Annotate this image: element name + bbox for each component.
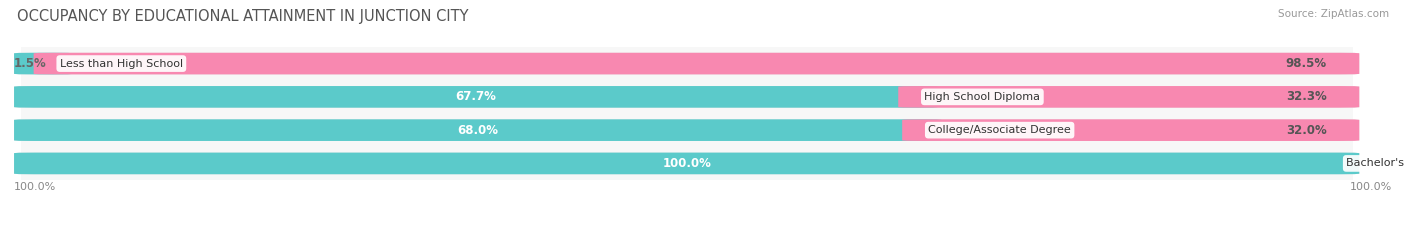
Text: 1.5%: 1.5% [14, 57, 46, 70]
Text: 100.0%: 100.0% [662, 157, 711, 170]
FancyBboxPatch shape [34, 53, 1360, 74]
Text: College/Associate Degree: College/Associate Degree [928, 125, 1071, 135]
Text: 32.0%: 32.0% [1286, 124, 1327, 137]
Text: 100.0%: 100.0% [14, 182, 56, 192]
Text: OCCUPANCY BY EDUCATIONAL ATTAINMENT IN JUNCTION CITY: OCCUPANCY BY EDUCATIONAL ATTAINMENT IN J… [17, 9, 468, 24]
FancyBboxPatch shape [14, 119, 942, 141]
FancyBboxPatch shape [898, 86, 1360, 108]
FancyBboxPatch shape [21, 113, 1353, 147]
FancyBboxPatch shape [14, 86, 1360, 108]
FancyBboxPatch shape [14, 153, 1360, 174]
FancyBboxPatch shape [14, 53, 1360, 74]
Text: Bachelor's Degree or higher: Bachelor's Degree or higher [1346, 158, 1406, 168]
Text: 100.0%: 100.0% [1350, 182, 1392, 192]
FancyBboxPatch shape [14, 86, 938, 108]
FancyBboxPatch shape [21, 80, 1353, 113]
Text: High School Diploma: High School Diploma [924, 92, 1040, 102]
Legend: Owner-occupied, Renter-occupied: Owner-occupied, Renter-occupied [565, 229, 841, 233]
Text: Less than High School: Less than High School [60, 58, 183, 69]
FancyBboxPatch shape [14, 119, 1360, 141]
FancyBboxPatch shape [21, 47, 1353, 80]
FancyBboxPatch shape [903, 119, 1360, 141]
Text: 67.7%: 67.7% [456, 90, 496, 103]
Text: 68.0%: 68.0% [457, 124, 498, 137]
Text: 32.3%: 32.3% [1286, 90, 1327, 103]
Text: 98.5%: 98.5% [1285, 57, 1327, 70]
FancyBboxPatch shape [14, 153, 1360, 174]
FancyBboxPatch shape [14, 53, 73, 74]
FancyBboxPatch shape [21, 147, 1353, 180]
Text: Source: ZipAtlas.com: Source: ZipAtlas.com [1278, 9, 1389, 19]
